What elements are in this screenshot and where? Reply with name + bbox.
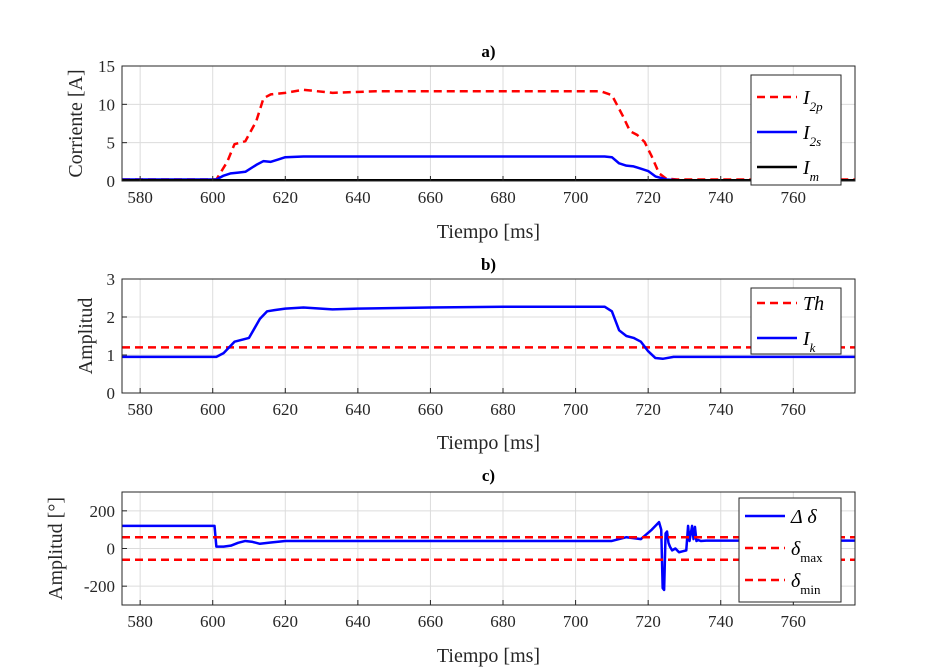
x-tick-label: 600 (200, 612, 226, 631)
y-axis-label: Corriente [A] (65, 69, 87, 177)
y-tick-label: 10 (98, 95, 115, 114)
y-axis-label: Amplitud [°] (45, 497, 67, 600)
legend-box (750, 74, 842, 186)
x-tick-label: 760 (781, 400, 807, 419)
x-tick-label: 760 (781, 188, 807, 207)
x-tick-label: 740 (708, 400, 734, 419)
x-tick-label: 580 (127, 612, 153, 631)
x-tick-label: 640 (345, 400, 371, 419)
chart-panel-3: 580 600 620 640 660 680 700 720 740 760 -200 0 200 c)… (45, 466, 856, 667)
x-tick-label: 660 (418, 400, 444, 419)
series-line-2 (122, 155, 855, 181)
x-tick-label: 600 (200, 188, 226, 207)
chart-title: c) (482, 466, 495, 485)
legend-entry: I2p (802, 87, 823, 114)
x-tick-label: 720 (635, 400, 661, 419)
legend-entry: δmax (791, 538, 823, 565)
x-tick-label: 680 (490, 400, 516, 419)
plot-frame (121, 278, 856, 394)
y-tick-label: 2 (107, 308, 116, 327)
legend-entry: Δ δ (790, 506, 817, 528)
x-axis-label: Tiempo [ms] (437, 221, 540, 243)
x-tick-label: 640 (345, 188, 371, 207)
x-tick-label: 700 (563, 400, 589, 419)
legend-box (750, 287, 842, 355)
x-tick-label: 700 (563, 612, 589, 631)
y-tick-label: 0 (107, 384, 116, 403)
legend: Δ δ δmax δmin (738, 497, 842, 603)
series-line-1 (122, 88, 855, 181)
x-tick-label: 660 (418, 612, 444, 631)
x-tick-label: 720 (635, 188, 661, 207)
x-axis-label: Tiempo [ms] (437, 645, 540, 667)
y-tick-label: 0 (107, 540, 116, 559)
y-tick-label: 200 (90, 502, 116, 521)
legend-entry: δmin (791, 570, 821, 597)
plot-frame (121, 65, 856, 182)
x-tick-label: 600 (200, 400, 226, 419)
x-tick-label: 620 (273, 400, 299, 419)
series-line-2 (122, 305, 855, 361)
x-tick-label: 740 (708, 612, 734, 631)
chart-panel-1: 580 600 620 640 660 680 700 720 740 760 0 5 10 15 a) Ti… (65, 42, 856, 243)
y-axis-label: Amplitud (75, 298, 97, 375)
x-tick-label: 640 (345, 612, 371, 631)
legend-entry: Im (802, 157, 819, 184)
x-tick-label: 620 (273, 612, 299, 631)
x-tick-label: 720 (635, 612, 661, 631)
legend: I2p I2s Im (750, 74, 842, 186)
x-tick-label: 620 (273, 188, 299, 207)
x-tick-label: 740 (708, 188, 734, 207)
y-tick-label: 5 (107, 134, 116, 153)
x-tick-label: 680 (490, 188, 516, 207)
y-tick-label: 3 (107, 270, 116, 289)
legend: Th Ik (750, 287, 842, 355)
y-tick-label: -200 (84, 577, 115, 596)
x-tick-label: 700 (563, 188, 589, 207)
legend-entry: Ik (802, 328, 816, 355)
legend-box (738, 497, 842, 603)
x-tick-label: 580 (127, 188, 153, 207)
x-axis-label: Tiempo [ms] (437, 432, 540, 454)
x-tick-label: 580 (127, 400, 153, 419)
x-tick-label: 660 (418, 188, 444, 207)
legend-entry: Th (803, 293, 824, 315)
y-tick-label: 15 (98, 57, 115, 76)
legend-entry: I2s (802, 122, 821, 149)
chart-title: b) (481, 255, 496, 274)
x-tick-label: 760 (781, 612, 807, 631)
series-line-1 (122, 520, 855, 592)
y-tick-label: 0 (107, 172, 116, 191)
chart-panel-2: 580 600 620 640 660 680 700 720 740 760 0 1 2 3 b) Tiem… (75, 255, 856, 454)
x-tick-label: 680 (490, 612, 516, 631)
chart-title: a) (481, 42, 495, 61)
y-tick-label: 1 (107, 346, 116, 365)
